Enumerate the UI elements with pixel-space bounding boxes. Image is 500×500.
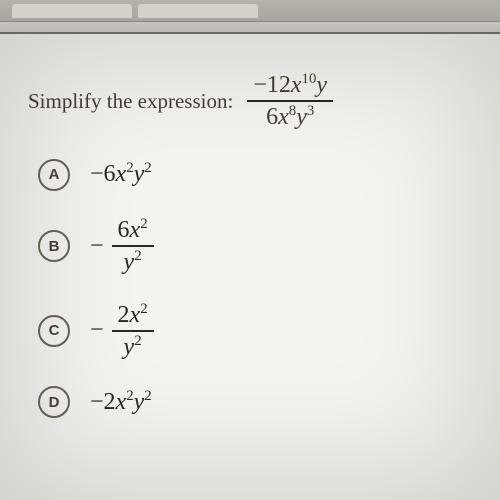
option-expression: −2x2y2	[90, 302, 154, 361]
answer-options: A −6x2y2 B −6x2y2 C −2x2y2 D −2x2y2	[38, 159, 472, 419]
fraction-bar	[247, 100, 333, 102]
answer-option-b[interactable]: B −6x2y2	[38, 217, 472, 276]
answer-option-c[interactable]: C −2x2y2	[38, 302, 472, 361]
option-expression: −6x2y2	[90, 217, 154, 276]
option-fraction: 2x2y2	[112, 302, 154, 361]
question-page: Simplify the expression: −12x10y 6x8y3 A…	[0, 34, 500, 500]
expression-numerator: −12x10y	[247, 72, 333, 98]
option-bubble[interactable]: A	[38, 159, 70, 191]
browser-toolbar	[0, 22, 500, 34]
browser-chrome	[0, 0, 500, 22]
expression-denominator: 6x8y3	[260, 104, 320, 130]
question-prompt: Simplify the expression: −12x10y 6x8y3	[28, 72, 472, 131]
option-expression: −6x2y2	[90, 161, 152, 188]
option-bubble[interactable]: C	[38, 315, 70, 347]
answer-option-d[interactable]: D −2x2y2	[38, 386, 472, 418]
option-fraction: 6x2y2	[112, 217, 154, 276]
option-bubble[interactable]: B	[38, 230, 70, 262]
option-bubble[interactable]: D	[38, 386, 70, 418]
option-expression: −2x2y2	[90, 389, 152, 416]
browser-tab[interactable]	[138, 4, 258, 18]
browser-tab[interactable]	[12, 4, 132, 18]
prompt-expression: −12x10y 6x8y3	[247, 72, 333, 131]
prompt-text: Simplify the expression:	[28, 89, 233, 114]
answer-option-a[interactable]: A −6x2y2	[38, 159, 472, 191]
